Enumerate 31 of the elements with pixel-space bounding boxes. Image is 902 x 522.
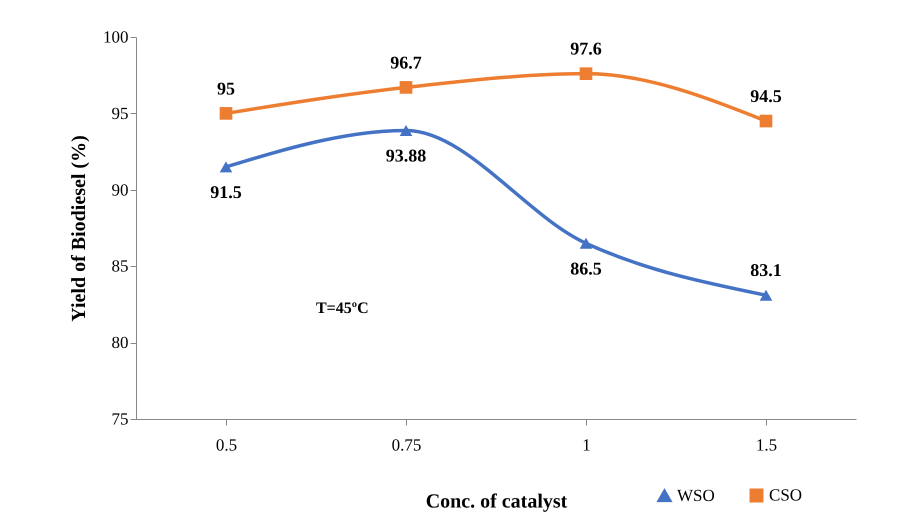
point <box>220 107 232 120</box>
annotation: T=45ºC <box>316 300 369 318</box>
data-label: 96.7 <box>390 52 422 72</box>
point <box>220 161 232 172</box>
data-label: 93.88 <box>386 146 426 166</box>
data-label: 95 <box>217 78 235 98</box>
point <box>400 81 412 94</box>
x-axis-title: Conc. of catalyst <box>426 490 568 512</box>
point <box>580 238 592 249</box>
y-tick-label: 85 <box>112 256 128 276</box>
x-tick-label: 0.5 <box>216 436 238 454</box>
x-tick-label: 1 <box>582 436 591 454</box>
point <box>400 125 412 136</box>
data-label: 83.1 <box>750 260 782 280</box>
legend-label: CSO <box>769 486 802 505</box>
point <box>760 290 772 301</box>
y-tick-label: 90 <box>112 180 128 200</box>
data-label: 97.6 <box>570 38 602 59</box>
point <box>580 67 592 80</box>
y-tick-label: 80 <box>112 333 128 352</box>
point <box>760 114 772 128</box>
y-tick-label: 75 <box>112 410 128 428</box>
x-tick-label: 0.75 <box>392 436 422 454</box>
y-axis-title: Yield of Biodiesel (%) <box>68 135 90 322</box>
x-tick-label: 1.5 <box>756 436 778 454</box>
y-tick-label: 95 <box>112 104 128 123</box>
data-label: 94.5 <box>750 86 782 106</box>
data-label: 86.5 <box>570 258 602 278</box>
data-label: 91.5 <box>210 182 242 202</box>
legend-label: WSO <box>677 486 715 505</box>
y-tick-label: 100 <box>103 28 128 46</box>
